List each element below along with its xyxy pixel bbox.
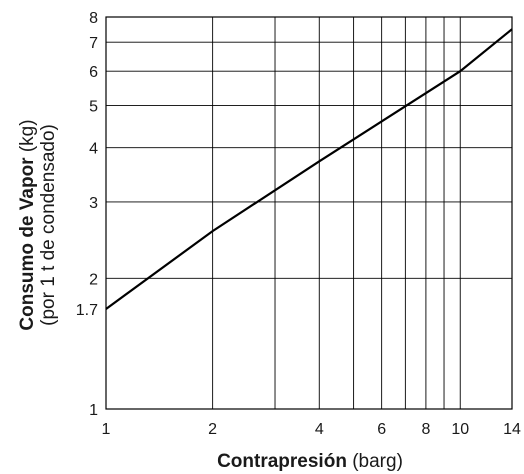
y-tick-label: 5 (89, 99, 98, 116)
x-tick-label: 8 (421, 421, 430, 438)
x-axis-label-unit: (barg) (347, 451, 403, 472)
y-tick-label: 3 (89, 195, 98, 212)
y-tick-label: 1 (89, 402, 98, 419)
y-tick-label: 7 (89, 35, 98, 52)
x-axis-label: Contrapresión (barg) (217, 451, 403, 472)
y-tick-label: 2 (89, 271, 98, 288)
y-axis-label: Consumo de Vapor (kg) (17, 119, 38, 330)
y-tick-label: 1.7 (76, 302, 98, 319)
series-line (105, 28, 513, 310)
x-tick-labels: 1 2 4 6 8 10 14 (102, 421, 521, 438)
x-tick-label: 4 (315, 421, 324, 438)
x-tick-label: 10 (451, 421, 469, 438)
y-axis-label-bold: Consumo de Vapor (17, 157, 38, 331)
x-axis-label-bold: Contrapresión (217, 451, 347, 472)
plot-frame (105, 16, 513, 410)
y-tick-label: 8 (89, 10, 98, 27)
y-axis-label-unit: (kg) (17, 119, 38, 157)
y-axis-label-line2: (por 1 t de condensado) (38, 124, 59, 326)
data-series (105, 28, 513, 310)
y-tick-label: 4 (89, 141, 98, 158)
x-tick-label: 2 (208, 421, 217, 438)
y-tick-label: 6 (89, 64, 98, 81)
x-tick-label: 1 (102, 421, 111, 438)
y-tick-labels: 1 1.7 2 3 4 5 6 7 8 (76, 10, 98, 419)
x-tick-label: 6 (377, 421, 386, 438)
x-tick-label: 14 (503, 421, 521, 438)
